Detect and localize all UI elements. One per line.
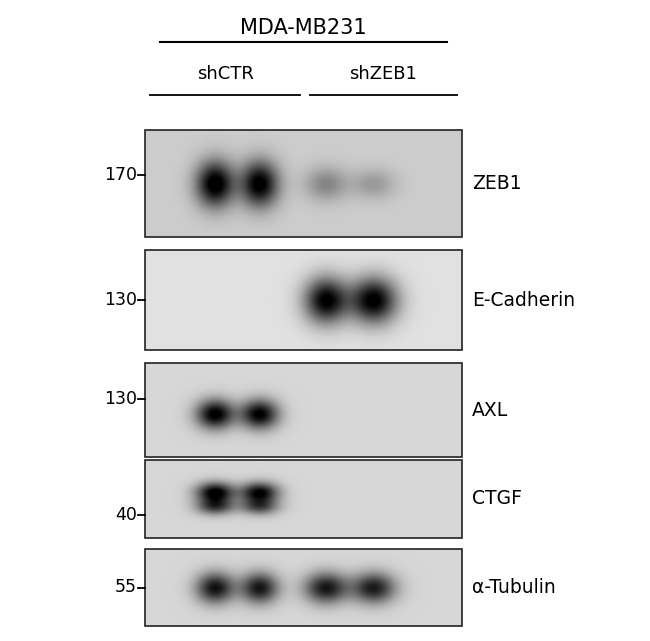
Bar	[145, 549, 462, 626]
Text: AXL: AXL	[472, 401, 508, 419]
Text: CTGF: CTGF	[472, 490, 522, 508]
Bar	[145, 363, 462, 457]
Text: 130: 130	[104, 390, 137, 408]
Text: α-Tubulin: α-Tubulin	[472, 578, 556, 597]
Text: E-Cadherin: E-Cadherin	[472, 290, 575, 310]
Text: MDA-MB231: MDA-MB231	[240, 18, 367, 38]
Text: 130: 130	[104, 291, 137, 309]
Text: 55: 55	[115, 578, 137, 597]
Text: shZEB1: shZEB1	[350, 65, 417, 83]
Text: 40: 40	[115, 506, 137, 524]
Text: shCTR: shCTR	[196, 65, 254, 83]
Bar	[145, 130, 462, 237]
Text: ZEB1: ZEB1	[472, 174, 521, 193]
Bar	[145, 460, 462, 538]
Bar	[145, 250, 462, 350]
Text: 170: 170	[104, 166, 137, 184]
